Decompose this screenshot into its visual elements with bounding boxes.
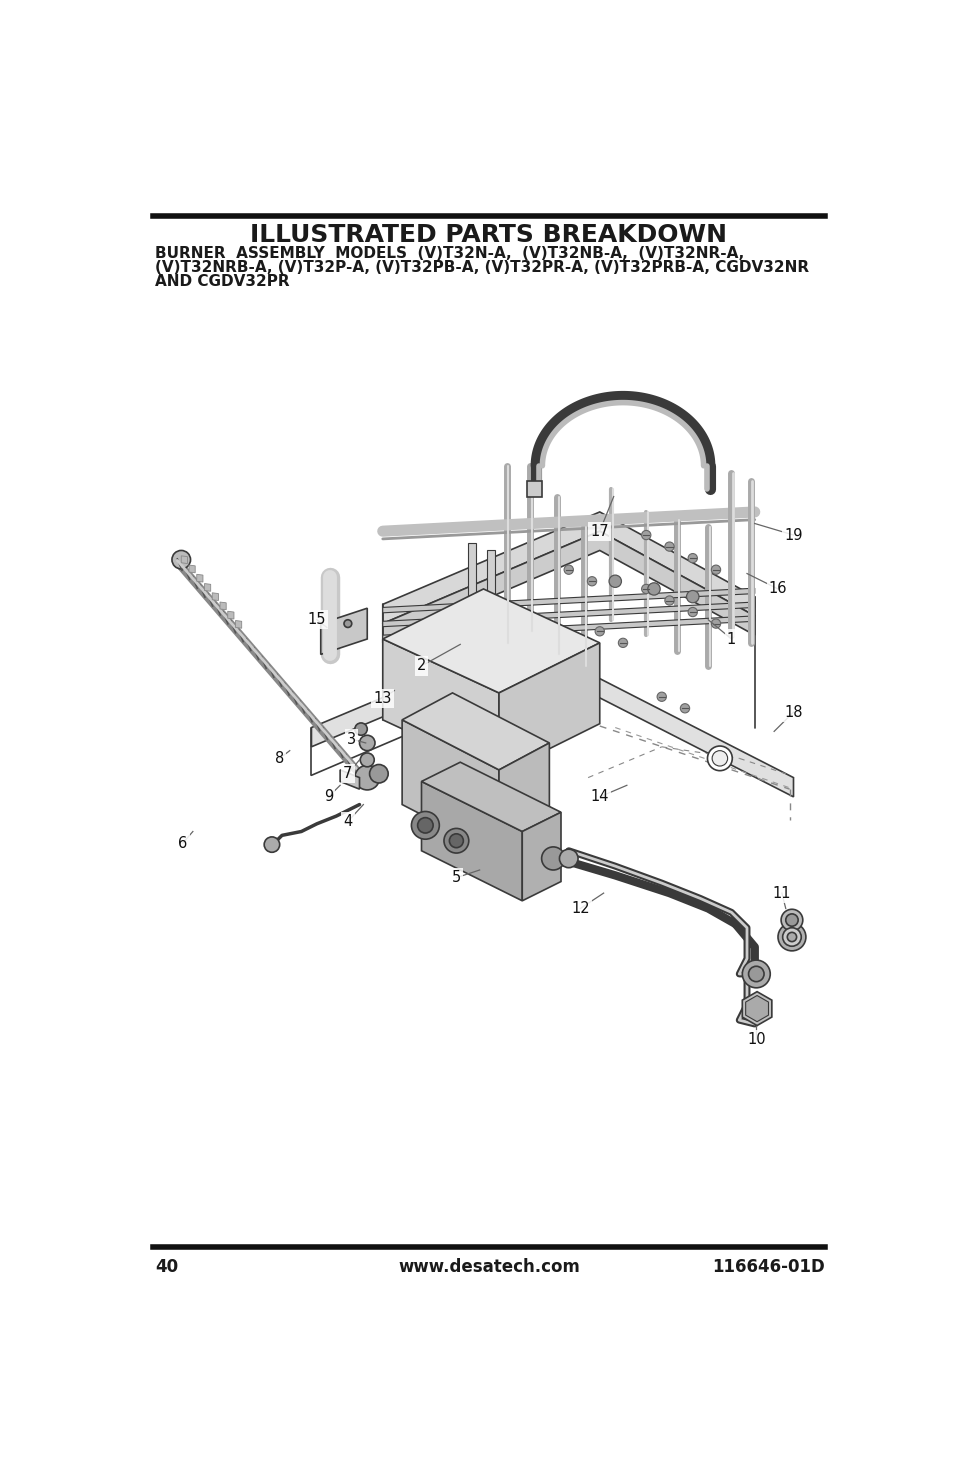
- Circle shape: [707, 746, 732, 770]
- Text: 6: 6: [178, 835, 187, 851]
- Text: 1: 1: [726, 631, 736, 646]
- Polygon shape: [382, 589, 599, 693]
- Polygon shape: [181, 556, 187, 563]
- Circle shape: [657, 692, 666, 702]
- Text: 40: 40: [154, 1258, 178, 1276]
- Polygon shape: [220, 602, 226, 609]
- Text: 9: 9: [323, 789, 333, 804]
- Polygon shape: [235, 621, 241, 628]
- Polygon shape: [212, 593, 218, 600]
- Circle shape: [595, 627, 604, 636]
- Polygon shape: [487, 550, 495, 702]
- Text: (V)T32NRB-A, (V)T32P-A, (V)T32PB-A, (V)T32PR-A, (V)T32PRB-A, CGDV32NR: (V)T32NRB-A, (V)T32P-A, (V)T32PB-A, (V)T…: [154, 261, 808, 276]
- Polygon shape: [382, 617, 754, 640]
- Polygon shape: [311, 639, 793, 796]
- Text: AND CGDV32PR: AND CGDV32PR: [154, 274, 289, 289]
- Circle shape: [264, 836, 279, 853]
- Polygon shape: [382, 602, 754, 627]
- Circle shape: [679, 704, 689, 712]
- Circle shape: [360, 752, 374, 767]
- Text: 16: 16: [768, 581, 786, 596]
- Polygon shape: [498, 643, 599, 774]
- Circle shape: [711, 620, 720, 628]
- Polygon shape: [402, 720, 498, 854]
- Text: 15: 15: [307, 612, 326, 627]
- Text: 11: 11: [772, 885, 790, 901]
- Polygon shape: [204, 584, 211, 591]
- Circle shape: [711, 565, 720, 574]
- Circle shape: [647, 583, 659, 594]
- Circle shape: [344, 620, 352, 627]
- Text: 17: 17: [590, 524, 608, 538]
- Circle shape: [641, 584, 650, 593]
- Polygon shape: [521, 813, 560, 901]
- Circle shape: [541, 847, 564, 870]
- Circle shape: [172, 550, 191, 569]
- Polygon shape: [382, 531, 754, 643]
- Circle shape: [748, 966, 763, 982]
- Circle shape: [558, 850, 578, 867]
- Circle shape: [587, 577, 596, 586]
- Polygon shape: [382, 512, 754, 624]
- Circle shape: [411, 811, 439, 839]
- Polygon shape: [741, 991, 771, 1025]
- Circle shape: [786, 932, 796, 941]
- Polygon shape: [468, 543, 476, 693]
- Circle shape: [781, 928, 801, 947]
- Text: 10: 10: [746, 1032, 765, 1047]
- Circle shape: [687, 553, 697, 563]
- Circle shape: [355, 766, 379, 791]
- Polygon shape: [526, 481, 541, 497]
- Circle shape: [417, 817, 433, 833]
- Polygon shape: [382, 589, 754, 612]
- Circle shape: [563, 565, 573, 574]
- Circle shape: [618, 639, 627, 648]
- Circle shape: [443, 829, 468, 853]
- Text: 8: 8: [274, 751, 284, 766]
- Circle shape: [641, 531, 650, 540]
- Polygon shape: [196, 574, 203, 583]
- Text: 14: 14: [590, 789, 608, 804]
- Circle shape: [687, 608, 697, 617]
- Polygon shape: [189, 565, 195, 572]
- Circle shape: [711, 751, 727, 766]
- Polygon shape: [382, 639, 498, 774]
- Circle shape: [449, 833, 463, 848]
- Text: ILLUSTRATED PARTS BREAKDOWN: ILLUSTRATED PARTS BREAKDOWN: [250, 223, 726, 246]
- Text: 4: 4: [343, 814, 352, 829]
- Circle shape: [359, 735, 375, 751]
- Circle shape: [778, 923, 805, 951]
- Text: 12: 12: [571, 901, 589, 916]
- Text: 18: 18: [783, 705, 801, 720]
- Text: 3: 3: [347, 732, 355, 746]
- Circle shape: [781, 909, 802, 931]
- Polygon shape: [421, 763, 560, 832]
- Text: www.desatech.com: www.desatech.com: [397, 1258, 579, 1276]
- Circle shape: [608, 575, 620, 587]
- Polygon shape: [228, 611, 233, 620]
- Circle shape: [785, 914, 798, 926]
- Text: 116646-01D: 116646-01D: [712, 1258, 824, 1276]
- Polygon shape: [402, 693, 549, 770]
- Text: 7: 7: [343, 766, 353, 782]
- Polygon shape: [745, 996, 768, 1022]
- Circle shape: [355, 723, 367, 735]
- Circle shape: [741, 960, 769, 988]
- Polygon shape: [498, 743, 549, 854]
- Polygon shape: [320, 608, 367, 655]
- Circle shape: [664, 541, 674, 552]
- Circle shape: [369, 764, 388, 783]
- Text: 5: 5: [452, 870, 460, 885]
- Polygon shape: [421, 782, 521, 901]
- Circle shape: [686, 590, 699, 603]
- Text: BURNER  ASSEMBLY  MODELS  (V)T32N-A,  (V)T32NB-A,  (V)T32NR-A,: BURNER ASSEMBLY MODELS (V)T32N-A, (V)T32…: [154, 246, 743, 261]
- Text: 13: 13: [374, 690, 392, 707]
- Text: 19: 19: [783, 528, 801, 543]
- Text: 2: 2: [416, 658, 426, 674]
- Circle shape: [664, 596, 674, 605]
- Polygon shape: [340, 770, 359, 789]
